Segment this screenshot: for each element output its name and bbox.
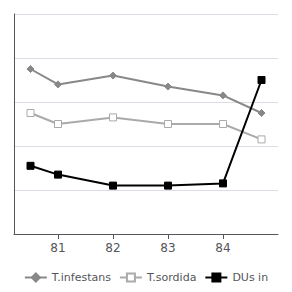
svg-text:DUs in: DUs in xyxy=(232,271,268,284)
svg-text:82: 82 xyxy=(105,241,120,255)
svg-text:T.sordida: T.sordida xyxy=(146,271,196,284)
svg-text:83: 83 xyxy=(160,241,175,255)
svg-text:T.infestans: T.infestans xyxy=(51,271,111,284)
svg-text:84: 84 xyxy=(215,241,230,255)
svg-text:81: 81 xyxy=(50,241,65,255)
